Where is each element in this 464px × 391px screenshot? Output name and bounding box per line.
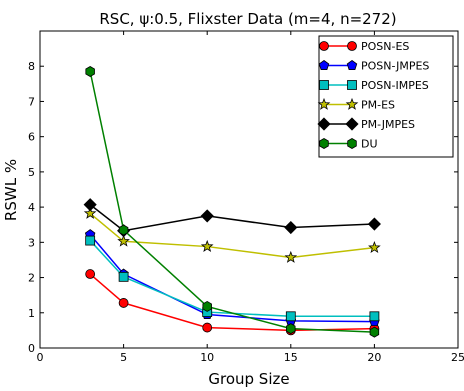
y-tick-label: 2 [28, 272, 35, 285]
legend-marker [319, 138, 329, 149]
chart-title: RSC, ψ:0.5, Flixster Data (m=4, n=272) [99, 10, 396, 28]
legend-marker [345, 97, 359, 110]
legend-label: POSN-JMPES [361, 60, 429, 73]
legend-label: PM-ES [361, 99, 395, 112]
legend-label: POSN-IMPES [361, 79, 429, 92]
x-axis-label: Group Size [208, 370, 289, 388]
data-point [85, 66, 95, 77]
y-tick-label: 3 [28, 236, 35, 249]
x-tick-label: 20 [367, 351, 381, 364]
legend-entry: PM-ES [317, 97, 395, 112]
legend-label: DU [361, 138, 378, 151]
x-tick-label: 10 [200, 351, 214, 364]
legend-marker [319, 41, 329, 51]
y-tick-label: 6 [28, 131, 35, 144]
series-line [89, 234, 375, 323]
legend-marker [347, 138, 357, 149]
legend-marker [318, 60, 330, 70]
data-point [202, 300, 212, 312]
data-point [202, 322, 213, 333]
legend-marker [346, 60, 358, 70]
x-tick-label: 5 [120, 351, 127, 364]
legend: POSN-ES POSN-JMPES POSN-IMPES PM-ES PM-JMPES… [317, 35, 454, 158]
y-tick-label: 5 [28, 166, 35, 179]
legend-label: POSN-ES [361, 40, 409, 53]
data-point [85, 235, 96, 246]
series-layer [83, 66, 381, 338]
data-point [369, 326, 380, 338]
data-point [85, 269, 96, 279]
legend-marker [347, 41, 357, 51]
legend-entry: POSN-ES [319, 40, 409, 53]
data-point [200, 239, 214, 252]
x-tick-label: 25 [451, 351, 464, 364]
data-point [200, 209, 214, 223]
legend-entry: POSN-JMPES [318, 60, 429, 73]
data-point [368, 240, 381, 253]
data-point [117, 234, 130, 247]
series-posn-jmpes [84, 229, 380, 327]
data-point [118, 271, 129, 282]
data-point [367, 217, 381, 231]
legend-box [318, 35, 454, 158]
data-point [369, 311, 380, 322]
x-tick-label: 0 [37, 351, 44, 364]
data-point [284, 220, 298, 235]
x-tick-label: 15 [284, 351, 298, 364]
y-tick-label: 0 [28, 342, 35, 355]
legend-marker [319, 80, 329, 90]
legend-marker [317, 97, 331, 110]
data-point [286, 323, 296, 335]
y-tick-label: 8 [28, 60, 35, 73]
y-tick-label: 7 [28, 95, 35, 108]
y-tick-label: 1 [28, 307, 35, 320]
legend-entry: PM-JMPES [317, 117, 415, 131]
series-posn-impes [85, 235, 380, 322]
y-tick-label: 4 [28, 201, 35, 214]
axis-ticks: 0 5 10 15 20 25 0 1 2 3 4 5 6 7 8 [28, 31, 464, 364]
legend-entry: POSN-IMPES [319, 79, 429, 92]
data-point [285, 311, 296, 322]
series-pm-es [83, 206, 381, 263]
data-point [83, 198, 97, 212]
series-pm-jmpes [83, 198, 381, 238]
legend-marker [317, 117, 331, 131]
legend-marker [345, 117, 359, 131]
data-point [118, 298, 129, 308]
data-point [83, 206, 97, 219]
data-point [118, 224, 129, 236]
legend-marker [347, 80, 357, 90]
legend-label: PM-JMPES [361, 118, 415, 131]
legend-entry: DU [319, 138, 378, 151]
series-du [85, 66, 380, 338]
y-axis-label: RSWL % [2, 159, 20, 221]
plot-area-frame [39, 30, 459, 349]
series-line [89, 204, 375, 232]
data-point [284, 250, 298, 263]
